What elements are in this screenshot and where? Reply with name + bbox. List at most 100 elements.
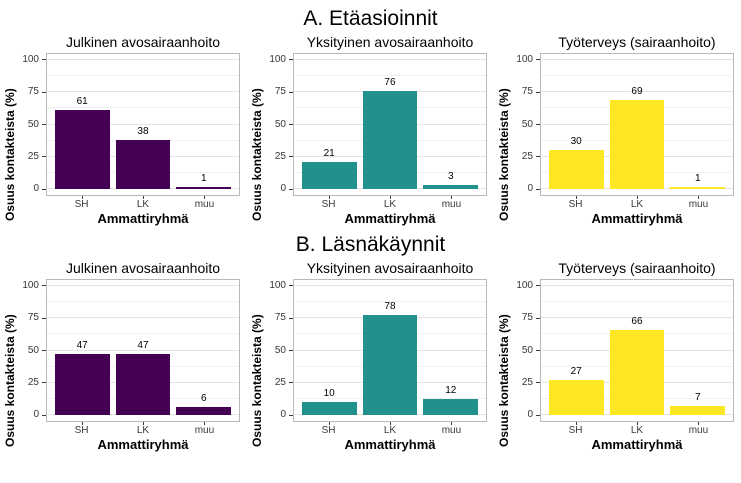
- panel: 27 66 7: [540, 279, 734, 422]
- bar-value-LK: 66: [631, 316, 643, 327]
- y-tick-mark: [536, 285, 540, 286]
- y-tick-label: 75: [521, 86, 533, 97]
- bar-value-muu: 7: [695, 391, 701, 403]
- y-axis: 0 25 50 75 100: [265, 53, 293, 196]
- x-tick-label: LK: [383, 425, 397, 436]
- chart-body: Osuus kontakteista (%) 0 25 50 75 100 47 47 6 SH L…: [2, 279, 240, 454]
- bar-slot-muu: 1: [173, 54, 234, 195]
- y-tick-label: 75: [27, 312, 39, 323]
- x-axis-title: Ammattiryhmä: [591, 211, 683, 226]
- y-tick-label: 25: [274, 376, 286, 388]
- chart-body: Osuus kontakteista (%) 0 25 50 75 100 30 69 1 SH L…: [496, 53, 734, 228]
- gridline-minor: [294, 301, 486, 303]
- y-tick-mark: [289, 350, 293, 351]
- y-tick-label: 100: [22, 53, 39, 65]
- gridline-major: [541, 285, 733, 287]
- y-tick-label: 50: [27, 344, 39, 356]
- y-tick-label: 50: [27, 118, 39, 130]
- y-tick-mark: [536, 350, 540, 351]
- gridline-minor: [541, 75, 733, 77]
- x-tick-mark: [698, 422, 700, 425]
- x-tick-label: SH: [321, 199, 336, 210]
- x-tick-label: LK: [630, 425, 644, 436]
- chart-title: Julkinen avosairaanhoito: [65, 260, 221, 276]
- bar-slot-SH: 61: [52, 54, 113, 195]
- charts-row-b: Julkinen avosairaanhoito Osuus kontakteis…: [0, 258, 741, 454]
- bar-slot-LK: 66: [607, 280, 668, 421]
- x-slot-SH: SH: [298, 196, 359, 211]
- x-tick-mark: [575, 422, 577, 425]
- x-axis: SH LK muu: [540, 196, 734, 211]
- bar-value-LK: 78: [384, 300, 396, 312]
- bar-LK: [115, 354, 171, 415]
- bar-value-muu: 6: [201, 392, 207, 404]
- y-axis: 0 25 50 75 100: [512, 279, 540, 422]
- y-tick-mark: [289, 59, 293, 60]
- x-tick-label: SH: [568, 199, 583, 210]
- bar-muu: [670, 405, 726, 415]
- x-tick-label: SH: [321, 425, 336, 436]
- bar-SH: [301, 401, 357, 415]
- y-tick-mark: [289, 382, 293, 384]
- y-tick-label: 0: [33, 183, 39, 195]
- y-axis-title: Osuus kontakteista (%): [497, 314, 511, 447]
- x-slot-muu: muu: [668, 422, 729, 437]
- bar-value-SH: 61: [76, 96, 88, 108]
- x-tick-label: muu: [441, 425, 462, 436]
- gridline-major: [541, 91, 733, 93]
- gridline-minor: [47, 107, 239, 109]
- y-tick-label: 100: [269, 53, 286, 65]
- y-tick-mark: [42, 414, 46, 416]
- y-tick-label: 0: [527, 409, 533, 421]
- bar-SH: [548, 380, 604, 415]
- y-tick-label: 0: [33, 409, 39, 421]
- chart-b-3: Työterveys (sairaanhoito) Osuus kontaktei…: [494, 258, 741, 454]
- x-tick-mark: [81, 196, 83, 199]
- y-tick-mark: [536, 382, 540, 384]
- y-axis-title: Osuus kontakteista (%): [3, 314, 17, 447]
- bar-LK: [609, 100, 665, 189]
- x-tick-label: muu: [194, 425, 215, 436]
- panel: 30 69 1: [540, 53, 734, 196]
- bar-slot-SH: 21: [299, 54, 360, 195]
- y-tick-mark: [536, 188, 540, 190]
- x-tick-label: LK: [136, 425, 150, 436]
- x-axis: SH LK muu: [293, 422, 487, 437]
- bar-muu: [176, 187, 232, 189]
- section-a: A. Etäasioinnit Julkinen avosairaanhoito…: [0, 5, 741, 228]
- y-tick-label: 25: [27, 376, 39, 388]
- y-tick-label: 0: [527, 183, 533, 195]
- bar-muu: [423, 399, 479, 415]
- bar-slots: 47 47 6: [47, 280, 239, 421]
- bar-LK: [362, 91, 418, 189]
- bar-slot-muu: 1: [667, 54, 728, 195]
- y-tick-mark: [42, 350, 46, 351]
- plot-grid: 0 25 50 75 100 30 69 1 SH LK muu Ammattiryhmä: [512, 53, 734, 228]
- bar-slot-LK: 47: [113, 280, 174, 421]
- charts-row-a: Julkinen avosairaanhoito Osuus kontakteis…: [0, 32, 741, 228]
- y-tick-mark: [536, 91, 540, 93]
- y-tick-mark: [289, 124, 293, 125]
- bar-value-SH: 30: [570, 136, 582, 148]
- bar-slot-SH: 30: [546, 54, 607, 195]
- y-tick-label: 50: [274, 118, 286, 130]
- gridline-major: [47, 317, 239, 319]
- y-tick-mark: [42, 285, 46, 286]
- x-tick-mark: [143, 422, 144, 425]
- bar-muu: [176, 406, 232, 415]
- y-axis-title: Osuus kontakteista (%): [250, 88, 264, 221]
- bar-value-LK: 76: [384, 77, 396, 89]
- y-tick-label: 25: [27, 150, 39, 162]
- x-tick-mark: [637, 196, 638, 199]
- x-tick-mark: [637, 422, 638, 425]
- gridline-major: [294, 285, 486, 287]
- bar-slot-LK: 78: [360, 280, 421, 421]
- bar-slots: 10 78 12: [294, 280, 486, 421]
- y-tick-mark: [42, 91, 46, 93]
- x-slot-muu: muu: [174, 196, 235, 211]
- y-tick-label: 75: [274, 312, 286, 323]
- chart-title: Työterveys (sairaanhoito): [558, 260, 716, 276]
- bar-value-muu: 12: [445, 385, 457, 397]
- y-axis-title: Osuus kontakteista (%): [3, 88, 17, 221]
- chart-b-1: Julkinen avosairaanhoito Osuus kontakteis…: [0, 258, 247, 454]
